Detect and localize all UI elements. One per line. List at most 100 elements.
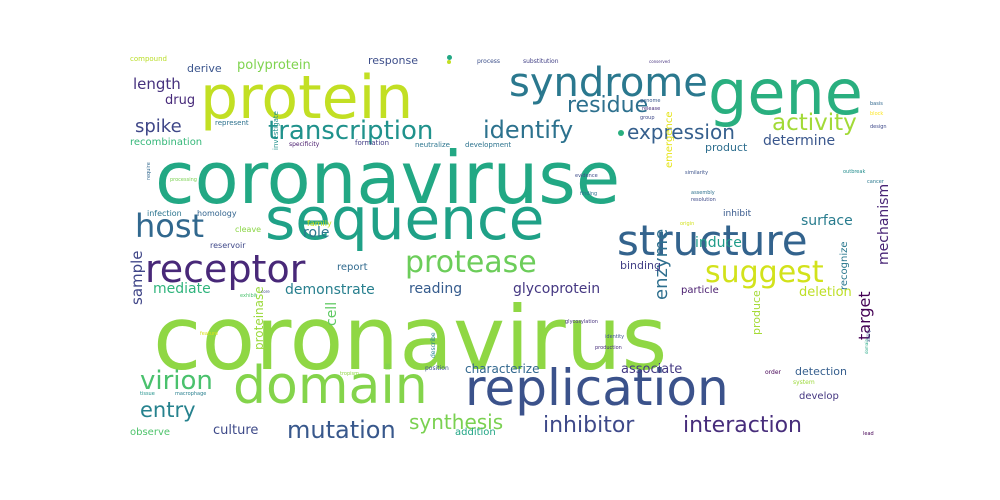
word-order: order xyxy=(765,369,781,376)
word-infection: infection xyxy=(147,209,182,218)
word-derive: derive xyxy=(187,62,222,75)
word-virion: virion xyxy=(140,366,213,396)
word-induce: induce xyxy=(695,235,742,251)
word-resolution: resolution xyxy=(691,197,716,203)
word-replication: replication xyxy=(465,359,729,417)
word-lead: lead xyxy=(863,431,874,437)
word-coronavirus: coronavirus xyxy=(153,287,668,390)
word-inhibit: inhibit xyxy=(723,209,752,219)
word-response: response xyxy=(368,54,418,67)
word-identify: identify xyxy=(483,116,574,144)
word-polyprotein: polyprotein xyxy=(237,58,311,73)
word-release: release xyxy=(642,106,661,112)
word-tissue: tissue xyxy=(140,391,155,397)
word-determine: determine xyxy=(763,133,836,149)
word-reservoir: reservoir xyxy=(210,241,246,250)
word-macrophage: macrophage xyxy=(175,391,207,397)
word-similarity: similarity xyxy=(685,170,709,176)
word-particle: particle xyxy=(681,285,719,296)
word-process: process xyxy=(477,58,501,65)
word-residue: residue xyxy=(567,93,649,118)
word-deletion: deletion xyxy=(799,285,852,300)
word-transcription: transcription xyxy=(268,116,434,146)
word-development: development xyxy=(465,141,512,149)
word-cloud: coronaviruse coronavirus protein sequence ge… xyxy=(125,50,893,445)
word-gene: gene xyxy=(708,56,863,129)
word-structure: structure xyxy=(617,216,808,265)
word-interaction: interaction xyxy=(683,413,802,438)
word-receptor: receptor xyxy=(145,247,306,291)
word-tropism: tropism xyxy=(340,371,360,377)
word-compound: compound xyxy=(130,55,167,63)
word-develop: develop xyxy=(799,391,839,402)
word-drug: drug xyxy=(165,93,196,108)
word-glycoprotein: glycoprotein xyxy=(513,281,601,297)
word-formation: formation xyxy=(355,139,390,147)
decorative-dot xyxy=(447,60,451,64)
word-exhibit: exhibit xyxy=(240,293,258,299)
word-cell: cell xyxy=(324,301,340,326)
word-basis: basis xyxy=(870,101,883,107)
word-represent: represent xyxy=(215,119,249,127)
word-production: production xyxy=(595,345,622,351)
word-protease: protease xyxy=(405,245,537,280)
word-family: family xyxy=(307,219,332,228)
word-cancer: cancer xyxy=(867,179,884,185)
word-binding: binding xyxy=(620,259,662,272)
word-mechanism: mechanism xyxy=(876,183,892,265)
word-specificity: specificity xyxy=(289,141,320,148)
word-entry: entry xyxy=(140,398,196,422)
word-spike: spike xyxy=(135,116,182,137)
word-product: product xyxy=(705,141,748,154)
word-design: design xyxy=(870,124,887,130)
word-finding: finding xyxy=(580,191,598,197)
decorative-dot xyxy=(447,55,452,60)
word-genome: genome xyxy=(640,98,661,104)
word-role: role xyxy=(303,225,330,241)
word-produce: produce xyxy=(750,290,763,335)
word-coronaviruse: coronaviruse xyxy=(155,136,621,220)
word-domain: domain xyxy=(864,339,869,354)
word-surface: surface xyxy=(801,213,853,229)
word-evidence: evidence xyxy=(575,173,598,179)
word-suggest: suggest xyxy=(705,255,824,290)
word-domain: domain xyxy=(233,356,428,416)
word-conserved: conserved xyxy=(649,59,670,64)
word-require: require xyxy=(146,162,152,180)
word-report: report xyxy=(337,262,368,273)
word-neutralize: neutralize xyxy=(415,141,450,149)
word-mutation: mutation xyxy=(287,416,396,444)
word-glycosylation: glycosylation xyxy=(565,319,598,325)
word-feature: feature xyxy=(200,331,219,337)
word-length: length xyxy=(133,75,181,93)
word-origin: origin xyxy=(680,221,695,227)
word-reading: reading xyxy=(409,281,463,297)
word-culture: culture xyxy=(213,423,259,438)
word-observe: observe xyxy=(130,427,171,438)
word-characterize: characterize xyxy=(465,362,540,376)
word-describe: describe xyxy=(430,332,437,358)
word-inhibitor: inhibitor xyxy=(543,413,635,438)
word-identity: identity xyxy=(605,334,625,340)
word-detection: detection xyxy=(795,365,847,378)
word-cleave: cleave xyxy=(235,225,262,234)
word-demonstrate: demonstrate xyxy=(285,282,375,298)
word-block: block xyxy=(870,111,884,117)
word-system: system xyxy=(793,379,815,386)
word-substitution: substitution xyxy=(523,58,559,65)
word-investigate: investigate xyxy=(272,111,280,150)
word-activity: activity xyxy=(772,110,857,136)
word-synthesis: synthesis xyxy=(409,410,504,434)
word-homology: homology xyxy=(197,209,237,218)
word-group: group xyxy=(640,115,655,121)
word-sample: sample xyxy=(128,250,146,305)
word-protein: protein xyxy=(200,63,414,133)
word-addition: addition xyxy=(455,427,496,438)
word-outbreak: outbreak xyxy=(843,169,866,175)
word-expression: expression xyxy=(627,120,735,144)
decorative-dot xyxy=(618,130,624,136)
word-core: core xyxy=(261,289,270,294)
word-associate: associate xyxy=(621,362,683,377)
word-sequence: sequence xyxy=(265,185,545,253)
word-mediate: mediate xyxy=(153,281,211,297)
